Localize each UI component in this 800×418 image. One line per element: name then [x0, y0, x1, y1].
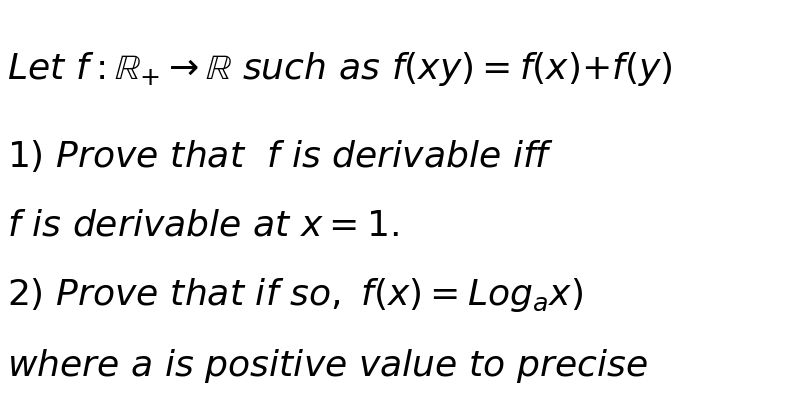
Text: $2)\ Prove\ that\ if\ so,\ f(x){=}Log_{a}x)$: $2)\ Prove\ that\ if\ so,\ f(x){=}Log_{a… [7, 276, 584, 314]
Text: $Let\ f:\mathbb{R}_{+}\rightarrow\mathbb{R}\ such\ as\ f(xy){=}f(x){+}f(y)$: $Let\ f:\mathbb{R}_{+}\rightarrow\mathbb… [7, 50, 673, 88]
Text: $where\ a\ is\ positive\ value\ to\ precise$: $where\ a\ is\ positive\ value\ to\ prec… [7, 347, 649, 385]
Text: $1)\ Prove\ that\ \ f\ is\ derivable\ iff$: $1)\ Prove\ that\ \ f\ is\ derivable\ if… [7, 138, 554, 174]
Text: $f\ is\ derivable\ at\ x{=}1.$: $f\ is\ derivable\ at\ x{=}1.$ [7, 209, 399, 243]
